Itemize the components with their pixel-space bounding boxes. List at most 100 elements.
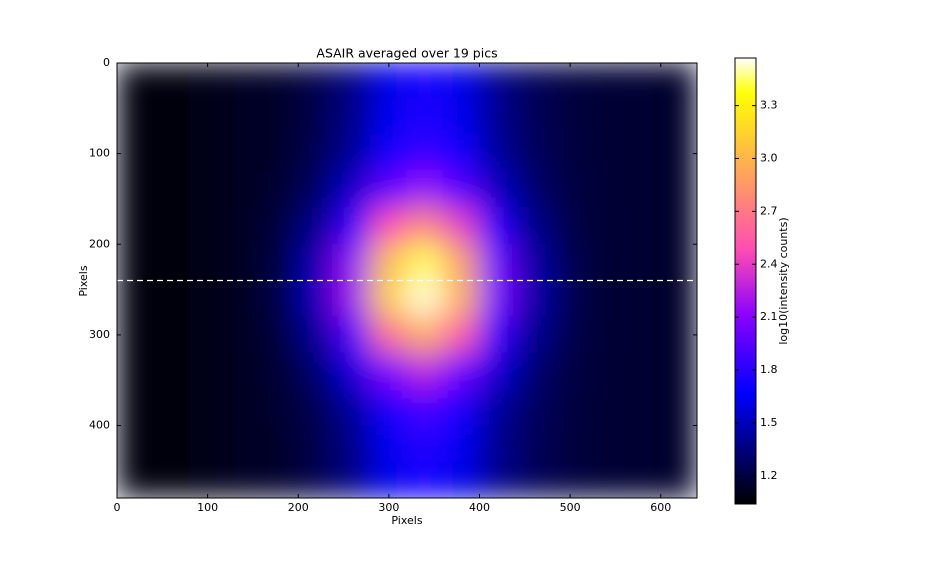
- heatmap-cell: [442, 316, 480, 354]
- heatmap-cell: [406, 135, 444, 173]
- heatmap-cell: [152, 388, 190, 426]
- heatmap-cell: [334, 98, 372, 136]
- heatmap-cell: [152, 352, 190, 390]
- heatmap-cell: [479, 207, 517, 245]
- heatmap-cell: [370, 63, 408, 100]
- heatmap-cell: [225, 171, 263, 209]
- heatmap-cell: [624, 280, 662, 318]
- heatmap-cell: [624, 316, 662, 354]
- y-tick-label: 100: [89, 147, 110, 160]
- heatmap-cell: [152, 207, 190, 245]
- heatmap-cell: [370, 171, 408, 209]
- heatmap-cell: [152, 63, 190, 100]
- heatmap-cell: [370, 280, 408, 318]
- heatmap-cell: [152, 425, 190, 463]
- heatmap-cell: [660, 280, 697, 318]
- heatmap-cell: [117, 63, 154, 100]
- heatmap-cell: [551, 135, 589, 173]
- heatmap-cell: [225, 207, 263, 245]
- heatmap-cell: [442, 63, 480, 100]
- heatmap-cell: [660, 135, 697, 173]
- heatmap-cell: [189, 352, 227, 390]
- heatmap-cell: [225, 352, 263, 390]
- colorbar-tick-label: 2.4: [760, 257, 778, 270]
- colorbar-tick-label: 1.2: [760, 469, 778, 482]
- heatmap-cell: [370, 425, 408, 463]
- heatmap-cell: [297, 388, 335, 426]
- heatmap-cell: [261, 461, 299, 498]
- heatmap-cell: [261, 135, 299, 173]
- heatmap-cell: [189, 207, 227, 245]
- heatmap-cell: [479, 280, 517, 318]
- heatmap-cell: [442, 388, 480, 426]
- colorbar-tick-label: 3.0: [760, 151, 778, 164]
- x-tick-label: 600: [650, 501, 671, 514]
- heatmap-cell: [297, 171, 335, 209]
- heatmap-cell: [660, 352, 697, 390]
- heatmap-cell: [297, 280, 335, 318]
- heatmap-cell: [189, 388, 227, 426]
- heatmap-cell: [587, 388, 625, 426]
- heatmap-cell: [225, 316, 263, 354]
- heatmap-cell: [117, 135, 154, 173]
- y-tick-label: 400: [89, 419, 110, 432]
- heatmap-cell: [624, 171, 662, 209]
- heatmap-cell: [587, 316, 625, 354]
- heatmap-cell: [442, 280, 480, 318]
- y-tick-label: 200: [89, 237, 110, 250]
- heatmap-cell: [479, 461, 517, 498]
- heatmap-cell: [189, 135, 227, 173]
- heatmap-cell: [515, 207, 553, 245]
- heatmap-cell: [297, 461, 335, 498]
- heatmap-cell: [117, 243, 154, 281]
- heatmap-cell: [442, 98, 480, 136]
- heatmap-cell: [587, 98, 625, 136]
- heatmap-cell: [297, 316, 335, 354]
- heatmap-cell: [152, 243, 190, 281]
- heatmap-cell: [660, 461, 697, 498]
- heatmap-cell: [152, 171, 190, 209]
- heatmap-cell: [624, 207, 662, 245]
- heatmap-cell: [334, 135, 372, 173]
- heatmap-cell: [334, 280, 372, 318]
- colorbar-tick-label: 3.3: [760, 99, 778, 112]
- heatmap-cell: [406, 388, 444, 426]
- heatmap-cell: [624, 98, 662, 136]
- heatmap-cell: [152, 461, 190, 498]
- heatmap-cell: [334, 461, 372, 498]
- heatmap-cell: [406, 98, 444, 136]
- heatmap-cell: [442, 425, 480, 463]
- x-tick-label: 0: [114, 501, 121, 514]
- heatmap-cell: [551, 461, 589, 498]
- y-axis-label: Pixels: [77, 265, 90, 296]
- heatmap-cell: [515, 352, 553, 390]
- heatmap-cell: [551, 388, 589, 426]
- overlay: 0 100 200 300 400 500 600 0 100 200 300 400 1.2 1.5 1.…: [89, 56, 778, 514]
- heatmap-cell: [442, 135, 480, 173]
- heatmap-cell: [660, 207, 697, 245]
- heatmap-cell: [117, 280, 154, 318]
- heatmap-cell: [660, 388, 697, 426]
- heatmap-cell: [117, 98, 154, 136]
- heatmap-cell: [117, 171, 154, 209]
- heatmap-cell: [334, 425, 372, 463]
- heatmap-cell: [297, 207, 335, 245]
- heatmap-cell: [225, 135, 263, 173]
- heatmap-cell: [479, 388, 517, 426]
- heatmap-cell: [406, 63, 444, 100]
- heatmap-cell: [624, 352, 662, 390]
- heatmap-cell: [515, 135, 553, 173]
- heatmap-cell: [261, 207, 299, 245]
- heatmap-cell: [152, 316, 190, 354]
- axes-frame: [116, 62, 698, 499]
- heatmap-cell: [117, 425, 154, 463]
- heatmap-cell: [261, 98, 299, 136]
- heatmap-cell: [587, 243, 625, 281]
- heatmap-cell: [189, 461, 227, 498]
- heatmap-cell: [442, 243, 480, 281]
- heatmap-cell: [551, 63, 589, 100]
- heatmap-cell: [261, 171, 299, 209]
- heatmap-cell: [261, 63, 299, 100]
- heatmap-cell: [624, 461, 662, 498]
